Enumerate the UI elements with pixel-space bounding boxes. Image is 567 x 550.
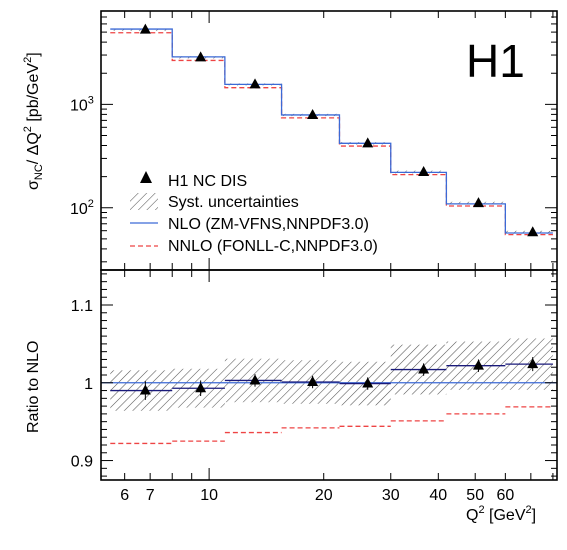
- bottom-plot-frame: [100, 269, 558, 481]
- x-tick-label: 6: [120, 487, 129, 504]
- experiment-label: H1: [466, 35, 525, 87]
- ratio-data-point: [527, 358, 539, 369]
- top-y-axis-label: σNC/ ΔQ2 [pb/GeV2]: [22, 52, 45, 190]
- bottom-y-tick-label: 0.9: [71, 454, 93, 471]
- ratio-data-point: [362, 377, 374, 388]
- ratio-data-point: [195, 382, 207, 393]
- x-tick-label: 40: [429, 487, 447, 504]
- x-tick-label: 10: [200, 487, 218, 504]
- x-axis-label: Q2 [GeV2]: [466, 504, 536, 524]
- legend-nlo-label: NLO (ZM-VFNS,NNPDF3.0): [168, 216, 369, 233]
- cross-section-panel: 102 103 H1 H1 NC DIS Syst. uncertainties …: [22, 10, 558, 271]
- ratio-data-point: [418, 363, 430, 374]
- bottom-y-tick-label: 1.1: [71, 298, 93, 315]
- top-y-tick-label: 103: [70, 94, 94, 114]
- top-data-point: [362, 137, 374, 148]
- top-data-point: [472, 197, 484, 208]
- ratio-data-point: [139, 384, 151, 395]
- top-syst-band-bin: [505, 230, 553, 234]
- top-data-point: [527, 226, 539, 237]
- ratio-data-point: [307, 376, 319, 386]
- bottom-y-tick-label: 1: [84, 376, 93, 393]
- legend-data-marker: [140, 171, 152, 183]
- ratio-data-point: [472, 359, 484, 370]
- legend-syst-swatch: [130, 193, 158, 210]
- x-tick-label: 60: [496, 487, 514, 504]
- top-data-point: [139, 23, 151, 34]
- top-data-point: [307, 108, 319, 119]
- top-data-point: [195, 51, 207, 62]
- top-data-point: [249, 78, 261, 89]
- ratio-nnlo-step-line: [110, 406, 553, 445]
- ratio-panel: 0.9 1 1.1 6 7 10 20 30 40 50 60 Ratio to NLO Q2 [G…: [25, 269, 558, 524]
- x-tick-label: 30: [382, 487, 400, 504]
- bottom-y-axis-label: Ratio to NLO: [25, 341, 42, 433]
- x-tick-label: 50: [466, 487, 484, 504]
- ratio-data-point: [249, 374, 261, 385]
- legend-data-label: H1 NC DIS: [168, 173, 247, 190]
- top-data-point: [418, 165, 430, 176]
- top-y-tick-label: 102: [70, 198, 94, 218]
- legend-nnlo-label: NNLO (FONLL-C,NNPDF3.0): [168, 238, 378, 255]
- x-tick-label: 20: [315, 487, 333, 504]
- legend-syst-label: Syst. uncertainties: [168, 194, 299, 211]
- x-tick-label: 7: [146, 487, 155, 504]
- legend: H1 NC DIS Syst. uncertainties NLO (ZM-VF…: [130, 171, 378, 255]
